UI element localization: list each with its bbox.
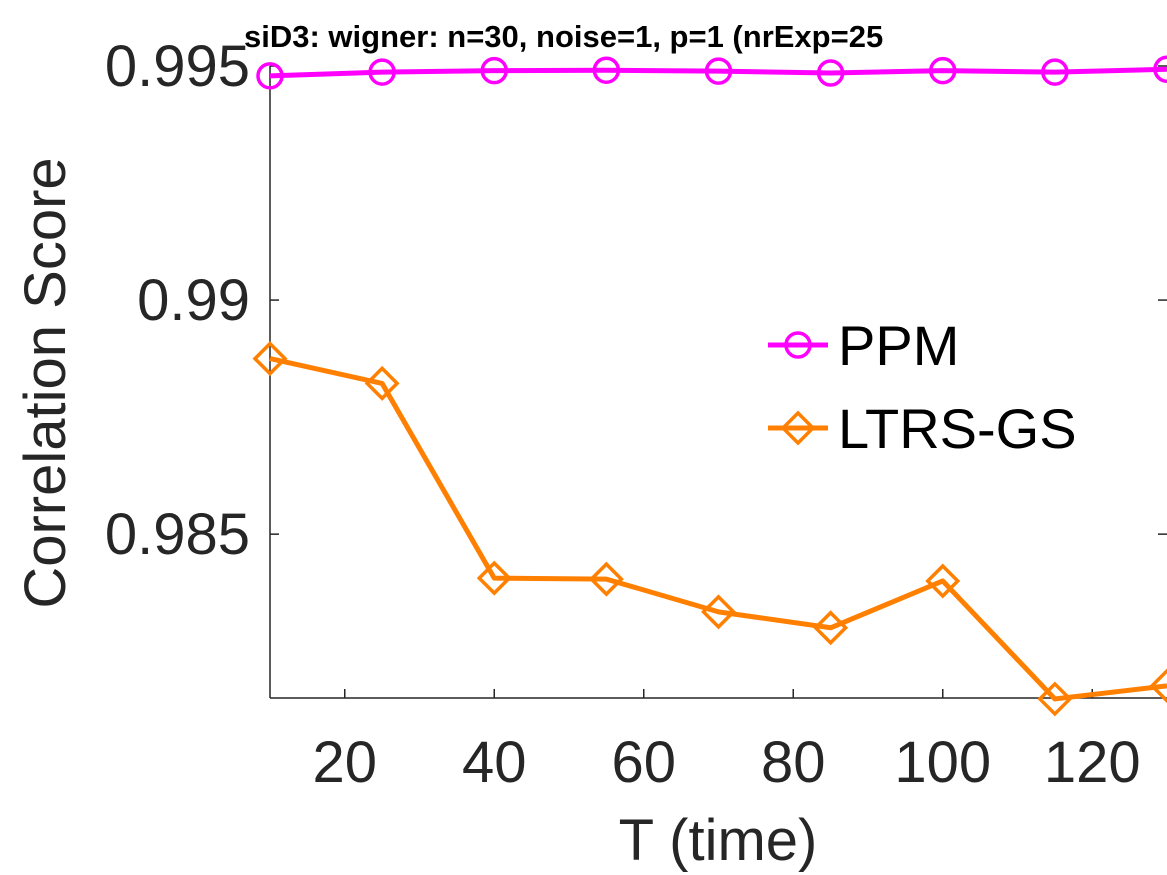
axes-frame (269, 66, 1167, 699)
ltrs-gs-point (588, 561, 624, 597)
ltrs-gs-point (813, 610, 849, 646)
legend-ppm-marker (784, 331, 812, 359)
ltrs-gs-line (269, 356, 1167, 702)
ltrs-gs-point (364, 365, 400, 401)
ppm-point (704, 57, 733, 85)
y-tick-label: 0.985 (105, 502, 250, 567)
x-tick-label: 120 (1044, 730, 1141, 795)
series-layer (252, 55, 1167, 717)
ltrs-gs-point (252, 341, 288, 377)
ltrs-gs-point (1037, 681, 1073, 717)
ltrs-gs-point (1149, 668, 1167, 704)
legend-ltrs-gs-marker (780, 410, 816, 446)
series-ltrs-gs (252, 341, 1167, 717)
chart-title: siD3: wigner: n=30, noise=1, p=1 (nrExp=… (244, 19, 883, 54)
legend-ltrs-gs-label: LTRS-GS (838, 397, 1077, 460)
ppm-line (269, 66, 1167, 79)
x-tick-label: 100 (894, 730, 991, 795)
y-axis-label: Correlation Score (13, 157, 78, 608)
ltrs-gs-point (476, 560, 512, 596)
ltrs-gs-point (925, 563, 961, 599)
x-tick-label: 80 (761, 730, 826, 795)
x-tick-label: 60 (611, 730, 676, 795)
ppm-point (368, 58, 396, 86)
y-tick-label: 0.99 (137, 268, 250, 333)
ppm-point (1041, 58, 1069, 86)
legend-ppm-label: PPM (838, 314, 959, 377)
x-axis-ticks: 20 40 60 80 100 120 (312, 689, 1141, 795)
ltrs-gs-point (701, 594, 736, 630)
x-tick-label: 20 (312, 730, 377, 795)
ppm-point (480, 56, 508, 85)
series-ppm (256, 55, 1167, 90)
x-axis-label: T (time) (619, 808, 818, 873)
ppm-point (1153, 55, 1167, 84)
y-tick-label: 0.995 (105, 34, 250, 99)
ppm-point (929, 56, 957, 85)
ppm-point (592, 56, 621, 84)
ppm-point (256, 62, 284, 90)
legend: PPM LTRS-GS (768, 314, 1077, 460)
y-axis-ticks: 0.985 0.99 0.995 (105, 34, 1167, 567)
x-tick-label: 40 (462, 730, 527, 795)
ppm-point (816, 59, 845, 87)
